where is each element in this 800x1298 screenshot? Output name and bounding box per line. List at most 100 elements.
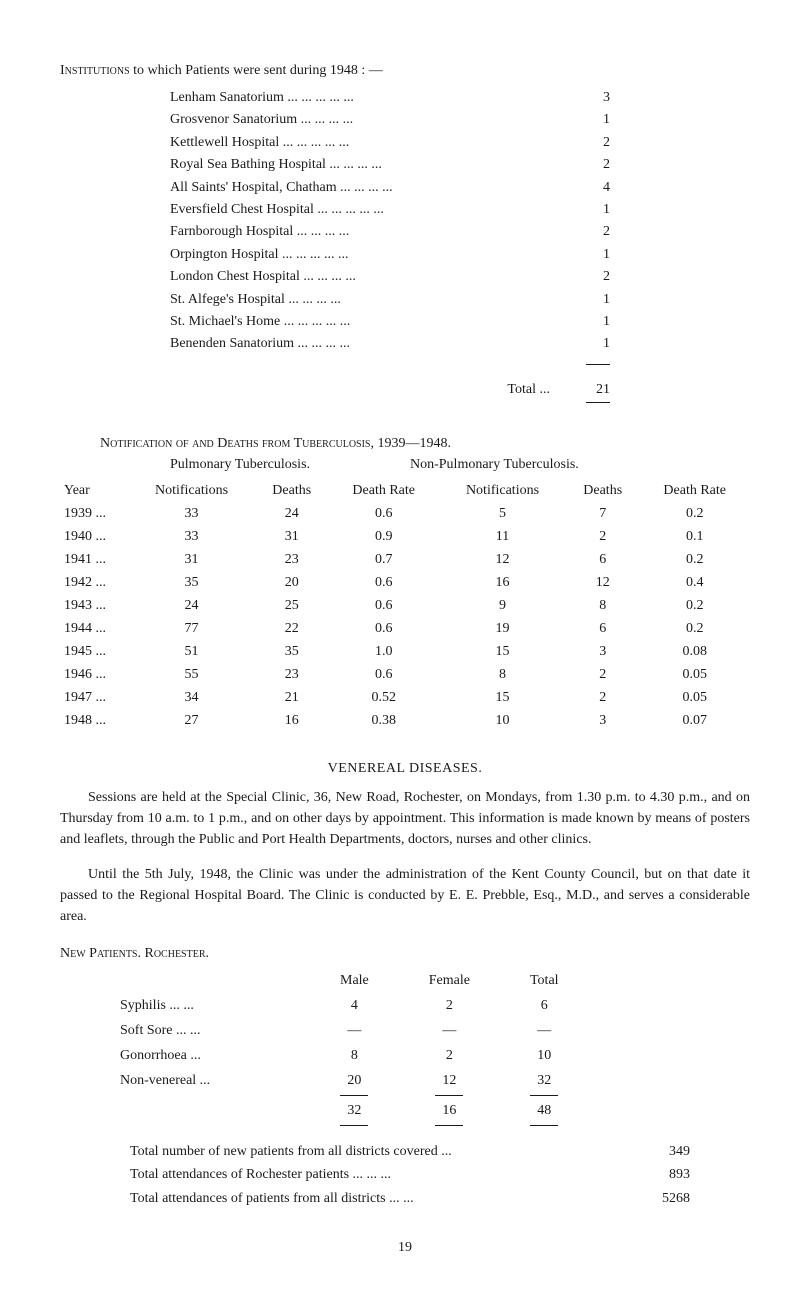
- np-cell: 32: [500, 1068, 589, 1093]
- inst-heading-caps: Institutions: [60, 63, 130, 78]
- tb-cell: 22: [255, 617, 328, 640]
- institution-value: 3: [580, 87, 610, 109]
- institution-name: St. Alfege's Hospital ... ... ... ...: [170, 289, 580, 311]
- tb-cell: 51: [128, 640, 255, 663]
- tb-cell: 0.07: [639, 709, 750, 732]
- institution-value: 2: [580, 266, 610, 288]
- summary-block: Total number of new patients from all di…: [130, 1140, 750, 1211]
- tb-row: 1945 ...51351.01530.08: [60, 640, 750, 663]
- institutions-total-row: Total ... 21: [60, 379, 610, 400]
- tb-header: Notifications: [128, 479, 255, 502]
- tb-cell: 0.9: [328, 525, 439, 548]
- tb-row: 1944 ...77220.61960.2: [60, 617, 750, 640]
- np-cell: Syphilis ... ...: [120, 993, 310, 1018]
- tb-row: 1940 ...33310.91120.1: [60, 525, 750, 548]
- institution-value: 1: [580, 244, 610, 266]
- tb-cell: 27: [128, 709, 255, 732]
- institution-value: 1: [580, 109, 610, 131]
- tb-cell: 55: [128, 663, 255, 686]
- institution-name: Lenham Sanatorium ... ... ... ... ...: [170, 87, 580, 109]
- tb-cell: 7: [566, 502, 639, 525]
- institution-value: 1: [580, 199, 610, 221]
- total-rule-below: [586, 402, 610, 403]
- np-cell: —: [500, 1018, 589, 1043]
- institution-row: St. Alfege's Hospital ... ... ... ...1: [170, 289, 610, 311]
- tb-cell: 24: [255, 502, 328, 525]
- summary-value: 349: [669, 1140, 690, 1164]
- summary-value: 5268: [662, 1187, 690, 1211]
- institution-value: 1: [580, 289, 610, 311]
- summary-row: Total number of new patients from all di…: [130, 1140, 690, 1164]
- institution-name: Farnborough Hospital ... ... ... ...: [170, 221, 580, 243]
- tb-cell: 23: [255, 663, 328, 686]
- summary-row: Total attendances of patients from all d…: [130, 1187, 690, 1211]
- np-row: Syphilis ... ...426: [120, 993, 589, 1018]
- total-rule-above: [586, 364, 610, 365]
- tb-row: 1946 ...55230.6820.05: [60, 663, 750, 686]
- tb-cell: 33: [128, 525, 255, 548]
- summary-value: 893: [669, 1163, 690, 1187]
- np-cell: 12: [399, 1068, 500, 1093]
- tb-cell: 1941 ...: [60, 548, 128, 571]
- institution-name: London Chest Hospital ... ... ... ...: [170, 266, 580, 288]
- tb-cell: 6: [566, 617, 639, 640]
- tb-row: 1941 ...31230.71260.2: [60, 548, 750, 571]
- tb-cell: 0.7: [328, 548, 439, 571]
- tb-cell: 1947 ...: [60, 686, 128, 709]
- tb-cell: 0.2: [639, 548, 750, 571]
- summary-label: Total attendances of patients from all d…: [130, 1187, 414, 1211]
- tb-cell: 1946 ...: [60, 663, 128, 686]
- tb-cell: 31: [128, 548, 255, 571]
- institution-name: Benenden Sanatorium ... ... ... ...: [170, 333, 580, 355]
- institution-value: 2: [580, 132, 610, 154]
- vd-para2: Until the 5th July, 1948, the Clinic was…: [60, 864, 750, 927]
- tb-cell: 35: [128, 571, 255, 594]
- tb-header: Death Rate: [639, 479, 750, 502]
- np-total-cell: 48: [500, 1098, 589, 1123]
- tb-row: 1943 ...24250.6980.2: [60, 594, 750, 617]
- tb-cell: 31: [255, 525, 328, 548]
- tb-cell: 8: [566, 594, 639, 617]
- np-header: Male: [310, 968, 399, 993]
- institution-name: Grosvenor Sanatorium ... ... ... ...: [170, 109, 580, 131]
- summary-label: Total attendances of Rochester patients …: [130, 1163, 391, 1187]
- np-table: MaleFemaleTotalSyphilis ... ...426Soft S…: [120, 968, 589, 1128]
- tb-cell: 0.4: [639, 571, 750, 594]
- tb-cell: 16: [439, 571, 566, 594]
- tb-cell: 15: [439, 640, 566, 663]
- np-cell: Non-venereal ...: [120, 1068, 310, 1093]
- np-total-cell: 32: [310, 1098, 399, 1123]
- np-total-row: 321648: [120, 1098, 589, 1123]
- institutions-heading: Institutions to which Patients were sent…: [60, 60, 750, 81]
- tb-cell: 2: [566, 663, 639, 686]
- tb-subheading: Pulmonary Tuberculosis. Non-Pulmonary Tu…: [170, 454, 750, 475]
- tb-cell: 19: [439, 617, 566, 640]
- tb-cell: 33: [128, 502, 255, 525]
- tb-cell: 25: [255, 594, 328, 617]
- tb-cell: 0.2: [639, 594, 750, 617]
- tb-cell: 0.6: [328, 502, 439, 525]
- np-cell: 20: [310, 1068, 399, 1093]
- inst-heading-rest: to which Patients were sent during 1948 …: [130, 63, 383, 78]
- tb-cell: 0.05: [639, 663, 750, 686]
- tb-row: 1948 ...27160.381030.07: [60, 709, 750, 732]
- tb-cell: 1945 ...: [60, 640, 128, 663]
- tb-cell: 15: [439, 686, 566, 709]
- np-header: Total: [500, 968, 589, 993]
- np-cell: Soft Sore ... ...: [120, 1018, 310, 1043]
- tb-cell: 2: [566, 525, 639, 548]
- tb-cell: 34: [128, 686, 255, 709]
- np-cell: —: [310, 1018, 399, 1043]
- institution-name: Kettlewell Hospital ... ... ... ... ...: [170, 132, 580, 154]
- np-header: Female: [399, 968, 500, 993]
- institution-value: 2: [580, 221, 610, 243]
- np-cell: 2: [399, 993, 500, 1018]
- tb-cell: 6: [566, 548, 639, 571]
- institution-row: Grosvenor Sanatorium ... ... ... ...1: [170, 109, 610, 131]
- institution-row: All Saints' Hospital, Chatham ... ... ..…: [170, 177, 610, 199]
- institution-value: 4: [580, 177, 610, 199]
- tb-cell: 0.08: [639, 640, 750, 663]
- tb-header: Deaths: [566, 479, 639, 502]
- np-cell: 10: [500, 1043, 589, 1068]
- tb-cell: 12: [566, 571, 639, 594]
